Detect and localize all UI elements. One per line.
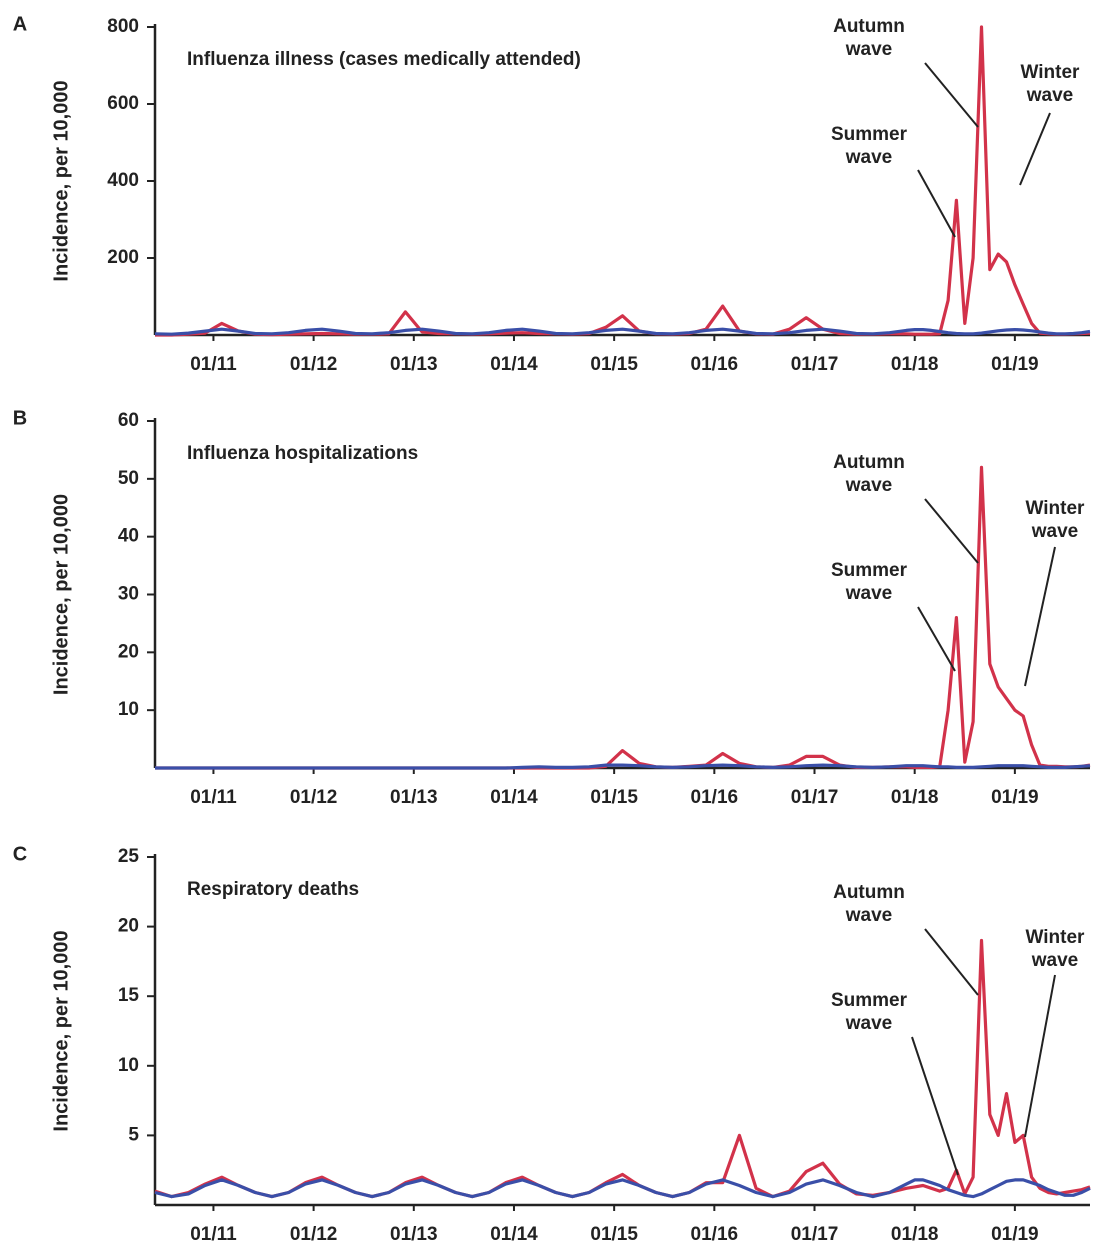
y-tick-label: 5 bbox=[128, 1124, 139, 1145]
data-line bbox=[154, 938, 1091, 1199]
data-line bbox=[155, 763, 1091, 770]
y-tick-label: 25 bbox=[118, 846, 140, 867]
annotation: Autumn bbox=[833, 452, 905, 473]
y-tick-label: 60 bbox=[118, 410, 139, 431]
panel-title: Influenza illness (cases medically atten… bbox=[187, 49, 581, 70]
annotation: wave bbox=[845, 583, 892, 604]
leader-line bbox=[911, 1036, 959, 1176]
y-tick-label: 20 bbox=[118, 916, 139, 937]
leader-line bbox=[917, 169, 956, 238]
annotation: Summer bbox=[831, 124, 908, 145]
y-tick-label: 40 bbox=[118, 526, 139, 547]
x-tick-label: 01/17 bbox=[791, 354, 839, 375]
y-tick-label: 600 bbox=[107, 93, 139, 114]
annotation: Autumn bbox=[833, 16, 905, 37]
annotation: Winter bbox=[1021, 62, 1081, 83]
x-tick-label: 01/16 bbox=[691, 787, 739, 808]
annotation: Summer bbox=[831, 560, 908, 581]
x-tick-label: 01/15 bbox=[590, 1224, 638, 1245]
x-tick-label: 01/16 bbox=[691, 1224, 739, 1245]
panel-letter: A bbox=[13, 13, 27, 35]
x-tick-label: 01/12 bbox=[290, 787, 338, 808]
x-tick-label: 01/18 bbox=[891, 787, 939, 808]
x-tick-label: 01/11 bbox=[190, 354, 237, 375]
y-tick-label: 10 bbox=[118, 1055, 139, 1076]
x-tick-label: 01/12 bbox=[290, 1224, 338, 1245]
x-tick-label: 01/14 bbox=[490, 787, 538, 808]
x-tick-label: 01/14 bbox=[490, 354, 538, 375]
y-tick-label: 10 bbox=[118, 699, 139, 720]
y-tick-label: 200 bbox=[107, 247, 139, 268]
annotation: wave bbox=[845, 39, 892, 60]
x-tick-label: 01/12 bbox=[290, 354, 338, 375]
panel-title: Influenza hospitalizations bbox=[187, 443, 418, 464]
x-tick-label: 01/18 bbox=[891, 1224, 939, 1245]
data-line bbox=[155, 25, 1091, 337]
x-tick-label: 01/15 bbox=[590, 354, 638, 375]
annotation: wave bbox=[1031, 950, 1078, 971]
panel-title: Respiratory deaths bbox=[187, 879, 359, 900]
x-tick-label: 01/17 bbox=[791, 787, 839, 808]
x-tick-label: 01/19 bbox=[991, 354, 1039, 375]
annotation: wave bbox=[845, 1013, 892, 1034]
y-tick-label: 800 bbox=[107, 16, 139, 37]
panel-letter: C bbox=[13, 843, 27, 865]
y-axis-label: Incidence, per 10,000 bbox=[50, 930, 72, 1131]
leader-line bbox=[1024, 546, 1056, 687]
x-tick-label: 01/17 bbox=[791, 1224, 839, 1245]
y-axis-label: Incidence, per 10,000 bbox=[50, 494, 72, 695]
leader-line bbox=[924, 928, 979, 996]
x-tick-label: 01/18 bbox=[891, 354, 939, 375]
x-tick-label: 01/15 bbox=[590, 787, 638, 808]
annotation: wave bbox=[845, 905, 892, 926]
data-line bbox=[154, 1178, 1091, 1199]
annotation: wave bbox=[1026, 85, 1073, 106]
leader-line bbox=[917, 606, 956, 672]
annotation: Summer bbox=[831, 990, 908, 1011]
x-tick-label: 01/13 bbox=[390, 354, 438, 375]
panel-letter: B bbox=[13, 407, 27, 429]
annotation: wave bbox=[845, 147, 892, 168]
annotation: wave bbox=[1031, 521, 1078, 542]
leader-line bbox=[924, 62, 979, 128]
y-tick-label: 50 bbox=[118, 468, 139, 489]
leader-line bbox=[1024, 974, 1056, 1138]
y-tick-label: 20 bbox=[118, 641, 139, 662]
y-tick-label: 15 bbox=[118, 985, 140, 1006]
x-tick-label: 01/19 bbox=[991, 1224, 1039, 1245]
leader-line bbox=[1019, 112, 1051, 186]
x-tick-label: 01/11 bbox=[190, 1224, 237, 1245]
x-tick-label: 01/14 bbox=[490, 1224, 538, 1245]
y-tick-label: 30 bbox=[118, 584, 139, 605]
y-tick-label: 400 bbox=[107, 170, 139, 191]
leader-line bbox=[924, 498, 979, 564]
x-tick-label: 01/11 bbox=[190, 787, 237, 808]
annotation: Winter bbox=[1026, 498, 1086, 519]
y-axis-label: Incidence, per 10,000 bbox=[50, 80, 72, 281]
annotation: Winter bbox=[1026, 927, 1086, 948]
annotation: Autumn bbox=[833, 882, 905, 903]
x-tick-label: 01/13 bbox=[390, 787, 438, 808]
x-tick-label: 01/16 bbox=[691, 354, 739, 375]
x-tick-label: 01/19 bbox=[991, 787, 1039, 808]
data-line bbox=[154, 327, 1091, 336]
x-tick-label: 01/13 bbox=[390, 1224, 438, 1245]
annotation: wave bbox=[845, 475, 892, 496]
data-line bbox=[155, 465, 1091, 770]
